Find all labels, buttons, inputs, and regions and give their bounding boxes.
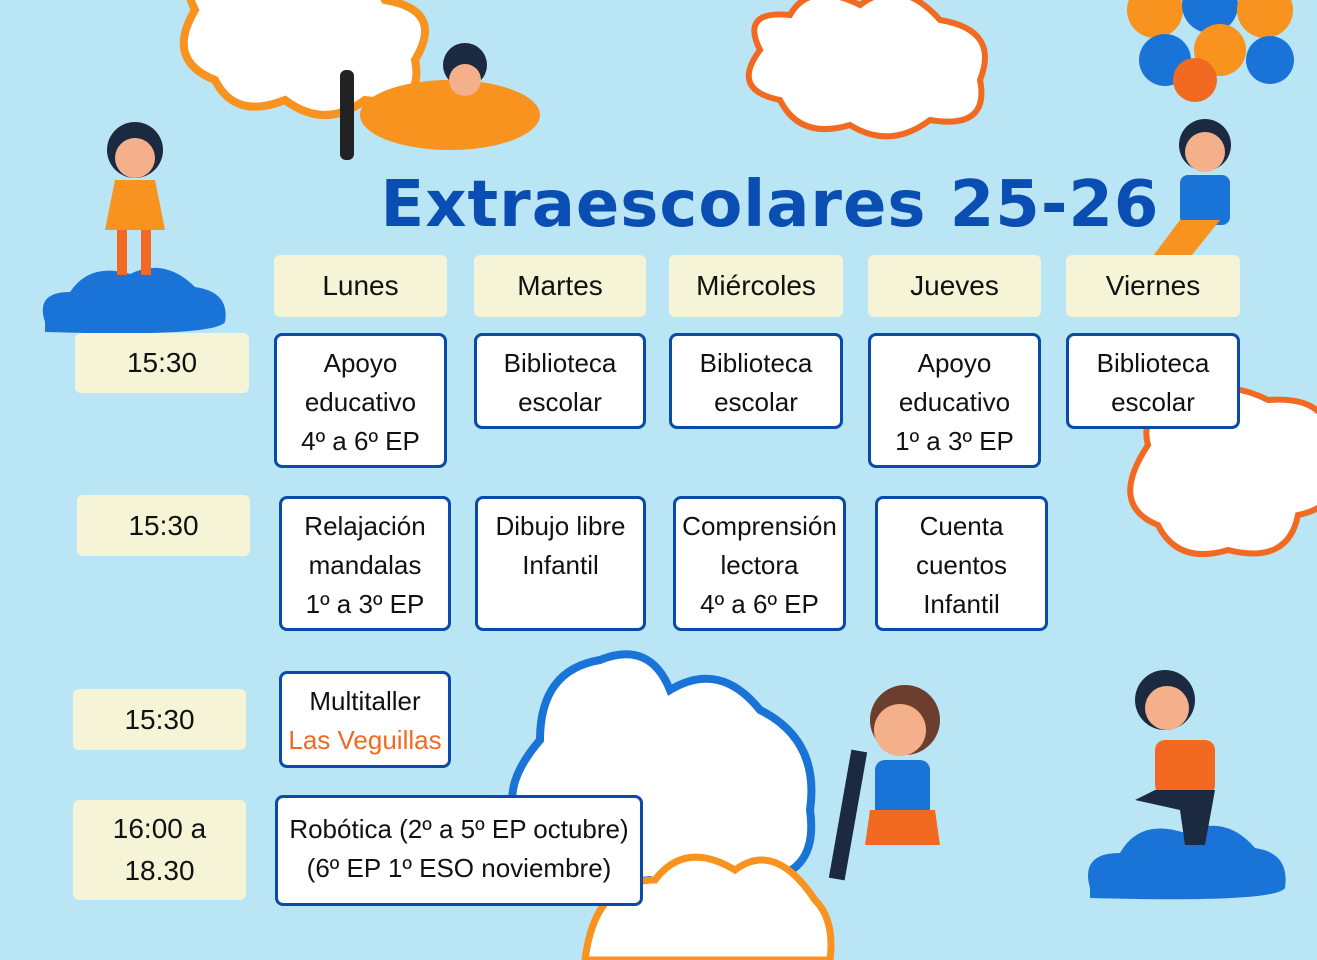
activity-line: educativo	[304, 387, 417, 417]
activity-line: 4º a 6º EP	[700, 589, 819, 619]
activity-jueves-row1: Apoyo educativo 1º a 3º EP	[868, 333, 1041, 468]
day-header-jueves: Jueves	[868, 255, 1041, 317]
day-header-miercoles: Miércoles	[669, 255, 843, 317]
activity-line: Biblioteca	[1096, 348, 1210, 378]
activity-line: Infantil	[923, 589, 1000, 619]
activity-line: Infantil	[522, 550, 599, 580]
activity-line: escolar	[714, 387, 798, 417]
activity-jueves-row2: Cuenta cuentos Infantil	[875, 496, 1048, 631]
boy-jumping-icon	[1135, 670, 1215, 845]
activity-line: Comprensión	[682, 511, 837, 541]
time-slot-3: 15:30	[73, 689, 246, 750]
activity-line: Multitaller	[309, 686, 421, 716]
airplane-icon	[340, 43, 540, 160]
activity-line: Apoyo	[917, 348, 992, 378]
time-slot-2: 15:30	[77, 495, 250, 556]
activity-line: cuentos	[915, 550, 1008, 580]
cloud-blue-right-icon	[1088, 825, 1286, 900]
page-title: Extraescolares 25-26	[380, 168, 1160, 242]
activity-martes-row1: Biblioteca escolar	[474, 333, 646, 429]
activity-lunes-row3: Multitaller Las Veguillas	[279, 671, 451, 768]
activity-line: Apoyo	[323, 348, 398, 378]
girl-dancing-icon	[105, 122, 165, 275]
activity-line: Robótica (2º a 5º EP octubre)	[289, 814, 629, 844]
activity-martes-row2: Dibujo libre Infantil	[475, 496, 646, 631]
day-header-lunes: Lunes	[274, 255, 447, 317]
activity-line: Relajación	[304, 511, 426, 541]
day-header-martes: Martes	[474, 255, 646, 317]
activity-line: mandalas	[308, 550, 422, 580]
day-header-viernes: Viernes	[1066, 255, 1240, 317]
activity-line: Cuenta	[919, 511, 1004, 541]
balloons-icon	[1127, 0, 1294, 102]
activity-line: Biblioteca	[699, 348, 813, 378]
activity-miercoles-row1: Biblioteca escolar	[669, 333, 843, 429]
activity-line: 4º a 6º EP	[301, 426, 420, 456]
activity-line: escolar	[1111, 387, 1195, 417]
activity-lunes-row2: Relajación mandalas 1º a 3º EP	[279, 496, 451, 631]
time-slot-4: 16:00 a 18.30	[73, 800, 246, 900]
activity-line: 1º a 3º EP	[305, 589, 425, 619]
activity-line: 1º a 3º EP	[895, 426, 1014, 456]
activity-lunes-row4: Robótica (2º a 5º EP octubre) (6º EP 1º E…	[275, 795, 643, 906]
cloud-blue-left-icon	[42, 267, 226, 334]
cloud-orange-top-left-icon	[179, 0, 429, 119]
time-slot-1: 15:30	[75, 333, 249, 393]
activity-viernes-row1: Biblioteca escolar	[1066, 333, 1240, 429]
activity-line: (6º EP 1º ESO noviembre)	[306, 853, 612, 883]
cloud-orange-top-right-icon	[745, 0, 988, 140]
activity-line: lectora	[720, 550, 799, 580]
activity-line: educativo	[898, 387, 1011, 417]
activity-miercoles-row2: Comprensión lectora 4º a 6º EP	[673, 496, 846, 631]
time-slot-4-end: 18.30	[124, 855, 195, 886]
activity-line: escolar	[518, 387, 602, 417]
activity-lunes-row1: Apoyo educativo 4º a 6º EP	[274, 333, 447, 468]
activity-location: Las Veguillas	[288, 725, 442, 755]
activity-line: Dibujo libre	[495, 511, 626, 541]
time-slot-4-start: 16:00 a	[112, 813, 207, 844]
activity-line: Biblioteca	[503, 348, 617, 378]
girl-with-pencil-icon	[828, 685, 940, 881]
